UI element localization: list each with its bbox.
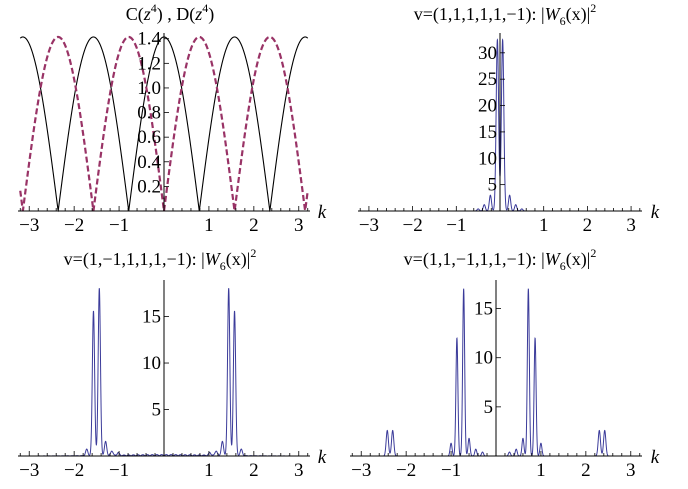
x-tick-label: 1 xyxy=(539,215,549,236)
y-tick-label: 15 xyxy=(478,122,497,143)
y-tick-label: 30 xyxy=(478,43,497,64)
y-tick-label: 10 xyxy=(478,148,497,169)
x-tick-label: 2 xyxy=(581,460,591,481)
chart-title: C(z4) , D(z4) xyxy=(126,1,215,25)
x-tick-label: −1 xyxy=(446,215,466,236)
y-tick-label: 1.2 xyxy=(137,53,161,74)
x-tick-label: 3 xyxy=(294,460,304,481)
y-tick-label: 0.2 xyxy=(137,176,161,197)
x-tick-label: −3 xyxy=(19,215,39,236)
y-tick-label: 5 xyxy=(484,397,494,418)
y-tick-label: 0.8 xyxy=(137,103,161,124)
x-tick-label: −3 xyxy=(351,460,371,481)
y-tick-label: 5 xyxy=(152,400,162,421)
x-tick-label: −2 xyxy=(403,215,423,236)
x-axis-label: k xyxy=(318,447,327,468)
x-axis-label: k xyxy=(651,447,660,468)
x-tick-label: −1 xyxy=(109,215,129,236)
y-tick-label: 0.4 xyxy=(137,152,161,173)
x-tick-label: −3 xyxy=(359,215,379,236)
x-tick-label: −2 xyxy=(64,215,84,236)
x-axis-label: k xyxy=(318,202,327,223)
x-tick-label: −2 xyxy=(64,460,84,481)
x-tick-label: −1 xyxy=(109,460,129,481)
x-tick-label: 1 xyxy=(204,460,214,481)
y-tick-label: 15 xyxy=(474,299,493,320)
x-tick-label: 2 xyxy=(249,460,259,481)
panel-w6-v1-plot: v=(1,1,1,1,1,−1): |W6(x)|2 −3 −2 −1 1 2 3 5 10 15… xyxy=(358,1,660,236)
panel-w6-v2-plot: v=(1,−1,1,1,1,−1): |W6(x)|2 −3 −2 −1 1 2 3 5 10 1… xyxy=(18,246,327,481)
series-d-z4-dashed-line xyxy=(19,35,309,212)
y-tick-label: 10 xyxy=(474,348,493,369)
x-tick-label: 2 xyxy=(249,215,259,236)
x-tick-label: 2 xyxy=(583,215,593,236)
x-tick-label: −1 xyxy=(441,460,461,481)
y-tick-label: 15 xyxy=(142,307,161,328)
panel-w6-v3-plot: v=(1,1,−1,1,1,−1): |W6(x)|2 −3 −2 −1 1 2 3 5 10 1… xyxy=(350,246,660,481)
x-tick-label: −2 xyxy=(396,460,416,481)
chart-title: v=(1,1,−1,1,1,−1): |W6(x)|2 xyxy=(404,246,597,273)
y-tick-label: 1.4 xyxy=(137,29,161,50)
panel-c-d-plot: C(z4) , D(z4) −3 −2 −1 1 2 3 0.2 0.4 0.6 0.8 1.0 1.2… xyxy=(18,1,327,236)
chart-title: v=(1,1,1,1,1,−1): |W6(x)|2 xyxy=(414,1,597,28)
x-axis-label: k xyxy=(651,202,660,223)
x-tick-label: 3 xyxy=(294,215,304,236)
y-tick-label: 0.6 xyxy=(137,127,161,148)
chart-title: v=(1,−1,1,1,1,−1): |W6(x)|2 xyxy=(64,246,257,273)
y-tick-label: 1.0 xyxy=(137,78,161,99)
x-tick-label: 1 xyxy=(204,215,214,236)
y-tick-label: 10 xyxy=(142,353,161,374)
y-tick-label: 20 xyxy=(478,96,497,117)
y-tick-label: 25 xyxy=(478,69,497,90)
x-tick-label: 3 xyxy=(626,215,636,236)
x-tick-label: 3 xyxy=(626,460,636,481)
x-tick-label: 1 xyxy=(536,460,546,481)
x-tick-label: −3 xyxy=(19,460,39,481)
y-tick-label: 5 xyxy=(488,175,498,196)
